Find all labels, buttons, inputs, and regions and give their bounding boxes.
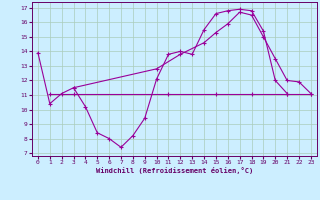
X-axis label: Windchill (Refroidissement éolien,°C): Windchill (Refroidissement éolien,°C) bbox=[96, 167, 253, 174]
